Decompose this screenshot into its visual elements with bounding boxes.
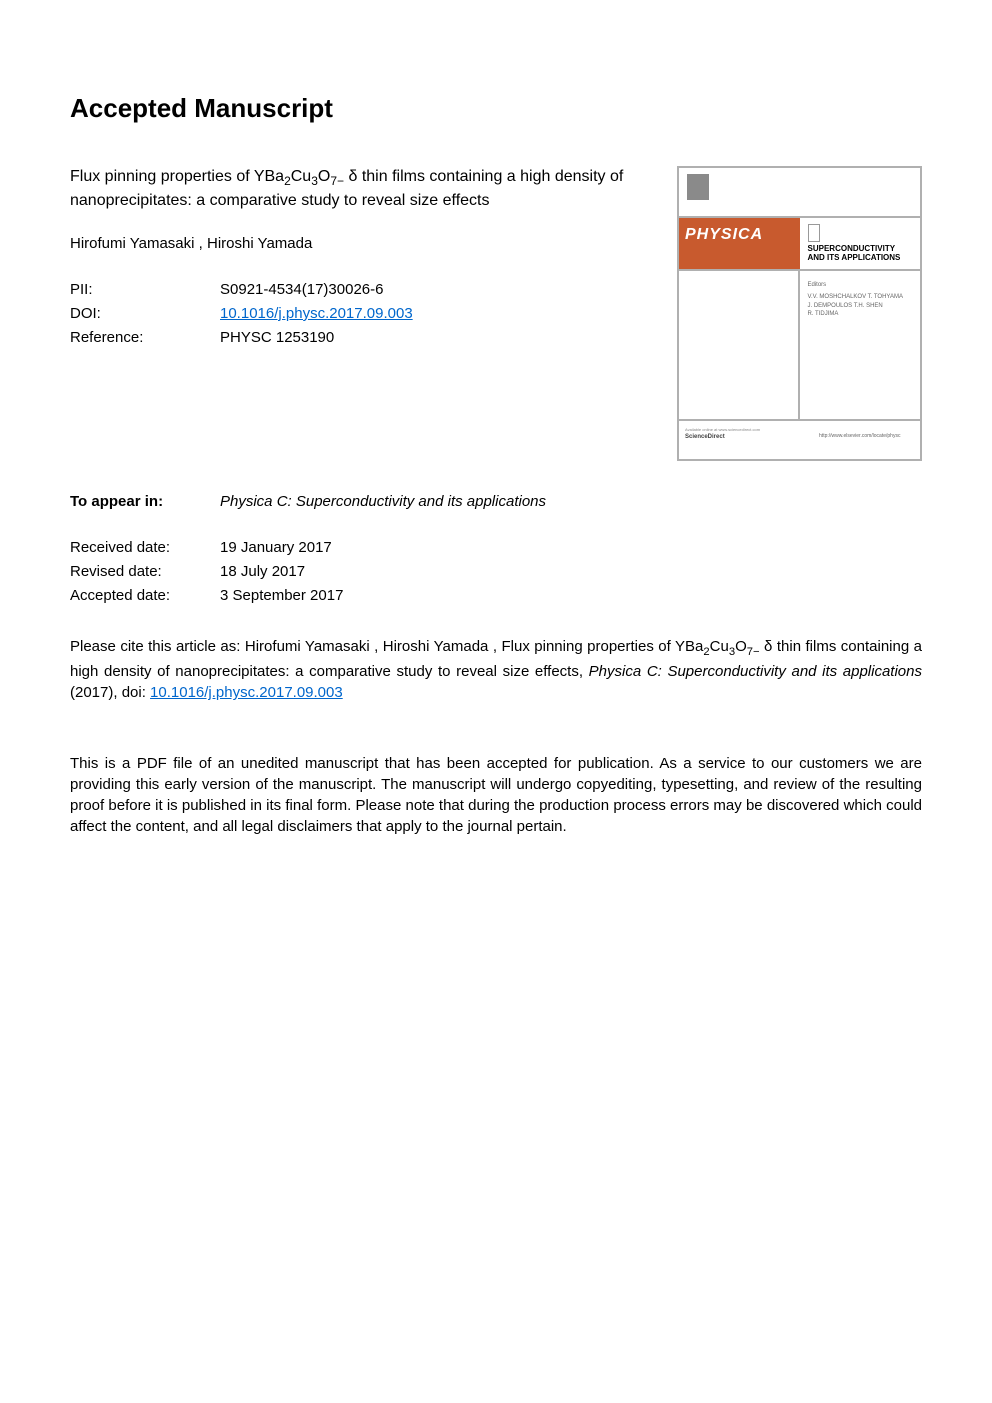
received-label: Received date: xyxy=(70,537,220,558)
title-sub3: 7− xyxy=(330,175,344,189)
pii-value: S0921-4534(17)30026-6 xyxy=(220,279,647,300)
title-text-mid2: O xyxy=(318,168,330,185)
left-column: Flux pinning properties of YBa2Cu3O7− δ … xyxy=(70,166,647,461)
cover-body: Editors V.V. MOSHCHALKOV T. TOHYAMA J. D… xyxy=(679,271,920,419)
cite-year: (2017), doi: xyxy=(70,684,150,701)
cite-mid2: O xyxy=(735,638,747,655)
cover-subtitle: SUPERCONDUCTIVITY AND ITS APPLICATIONS xyxy=(808,245,913,263)
revised-label: Revised date: xyxy=(70,561,220,582)
title-sub2: 3 xyxy=(311,175,318,189)
cover-top xyxy=(679,168,920,218)
cover-bottom: Available online at www.sciencedirect.co… xyxy=(679,419,920,459)
reference-label: Reference: xyxy=(70,327,220,348)
cite-pre: Please cite this article as: Hirofumi Ya… xyxy=(70,638,703,655)
elsevier-logo-icon xyxy=(687,174,709,200)
cite-journal: Physica C: Superconductivity and its app… xyxy=(589,663,922,680)
doi-link[interactable]: 10.1016/j.physc.2017.09.003 xyxy=(220,305,413,322)
cover-c-icon xyxy=(808,224,820,242)
cover-editors-label: Editors xyxy=(808,281,913,289)
cover-physica-panel: PHYSICA xyxy=(679,218,800,269)
top-row: Flux pinning properties of YBa2Cu3O7− δ … xyxy=(70,166,922,461)
accepted-value: 3 September 2017 xyxy=(220,585,922,606)
title-sub1: 2 xyxy=(284,175,291,189)
title-text-mid1: Cu xyxy=(291,168,311,185)
cover-url: http://www.elsevier.com/locate/physc xyxy=(800,421,921,459)
doi-label: DOI: xyxy=(70,303,220,324)
appear-row: To appear in: Physica C: Superconductivi… xyxy=(70,491,922,512)
cite-mid1: Cu xyxy=(710,638,729,655)
cover-sciencedirect: Available online at www.sciencedirect.co… xyxy=(679,421,800,459)
journal-cover-thumbnail: PHYSICA SUPERCONDUCTIVITY AND ITS APPLIC… xyxy=(677,166,922,461)
cover-subtitle-panel: SUPERCONDUCTIVITY AND ITS APPLICATIONS xyxy=(800,218,921,269)
cover-editors: V.V. MOSHCHALKOV T. TOHYAMA J. DEMPOULOS… xyxy=(808,293,913,318)
authors: Hirofumi Yamasaki , Hiroshi Yamada xyxy=(70,233,647,254)
reference-value: PHYSC 1253190 xyxy=(220,327,647,348)
cover-physica-text: PHYSICA xyxy=(685,224,794,246)
cover-sciencedirect-text: ScienceDirect xyxy=(685,433,794,441)
manuscript-title: Flux pinning properties of YBa2Cu3O7− δ … xyxy=(70,166,647,212)
pii-label: PII: xyxy=(70,279,220,300)
title-text-pre: Flux pinning properties of YBa xyxy=(70,168,284,185)
accepted-label: Accepted date: xyxy=(70,585,220,606)
cover-mid: PHYSICA SUPERCONDUCTIVITY AND ITS APPLIC… xyxy=(679,218,920,271)
appear-value: Physica C: Superconductivity and its app… xyxy=(220,491,922,512)
cite-sub3: 7− xyxy=(747,646,760,658)
cover-body-right: Editors V.V. MOSHCHALKOV T. TOHYAMA J. D… xyxy=(800,271,921,419)
page-heading: Accepted Manuscript xyxy=(70,90,922,126)
cite-doi-link[interactable]: 10.1016/j.physc.2017.09.003 xyxy=(150,684,343,701)
appear-label: To appear in: xyxy=(70,491,220,512)
citation-paragraph: Please cite this article as: Hirofumi Ya… xyxy=(70,636,922,703)
meta-table: PII: S0921-4534(17)30026-6 DOI: 10.1016/… xyxy=(70,279,647,348)
disclaimer-paragraph: This is a PDF file of an unedited manusc… xyxy=(70,753,922,837)
revised-value: 18 July 2017 xyxy=(220,561,922,582)
cover-body-left xyxy=(679,271,800,419)
received-value: 19 January 2017 xyxy=(220,537,922,558)
dates-table: Received date: 19 January 2017 Revised d… xyxy=(70,537,922,606)
